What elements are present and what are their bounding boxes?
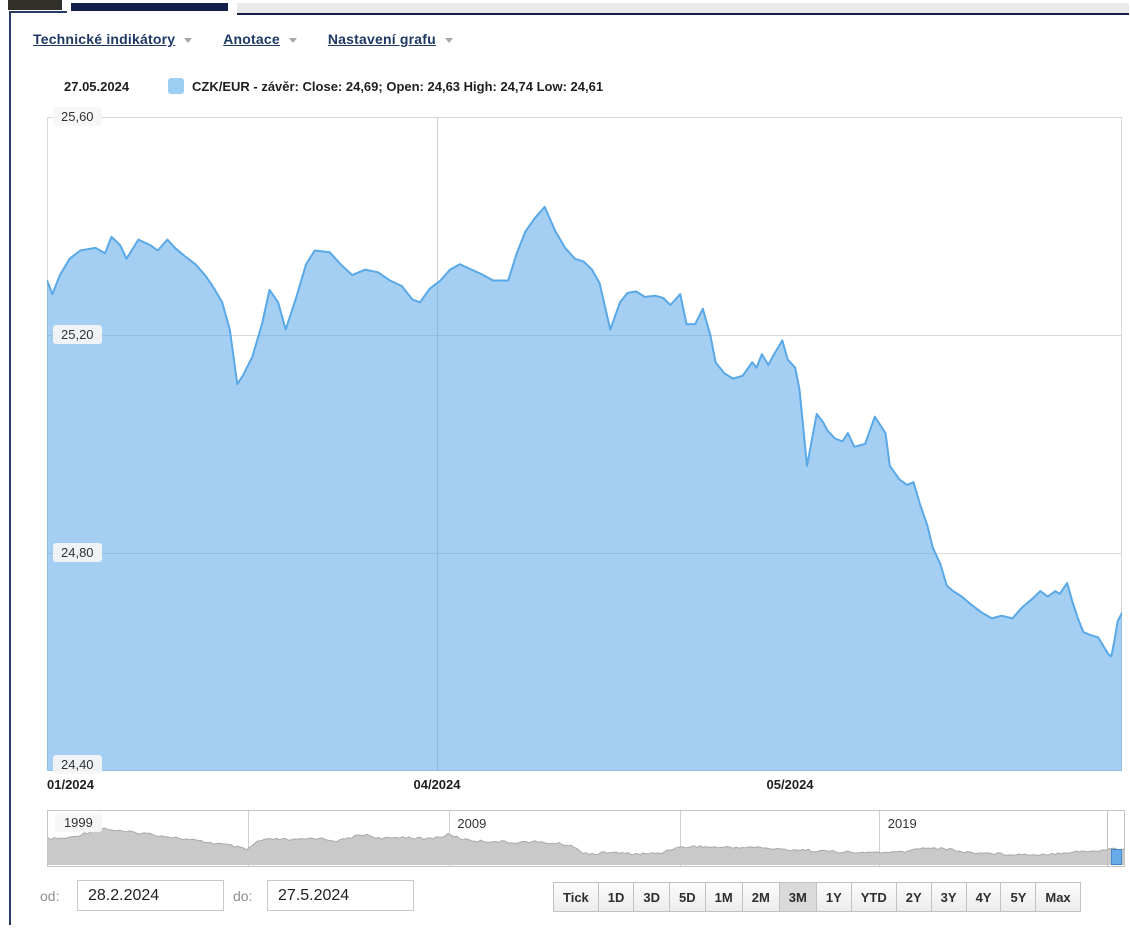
y-axis-label: 24,40 [53,755,102,774]
main-price-chart[interactable] [47,117,1122,771]
to-date-label: do: [233,888,253,904]
menu-annotations[interactable]: Anotace [223,31,297,47]
range-button-max[interactable]: Max [1035,882,1081,912]
x-axis-label: 04/2024 [413,777,461,792]
menu-technical-indicators[interactable]: Technické indikátory [33,31,193,47]
range-button-5y[interactable]: 5Y [1000,882,1037,912]
range-button-2y[interactable]: 2Y [895,882,932,912]
navigator-thumb[interactable] [1111,849,1123,865]
panel-left-border [9,11,11,925]
range-button-ytd[interactable]: YTD [850,882,897,912]
range-button-1m[interactable]: 1M [704,882,743,912]
range-button-5d[interactable]: 5D [669,882,706,912]
chevron-down-icon [184,37,193,43]
menu-chart-settings-label: Nastavení grafu [327,31,436,47]
range-button-1y[interactable]: 1Y [815,882,852,912]
x-axis-label: 01/2024 [47,777,94,792]
to-date-input[interactable] [267,880,414,911]
chevron-down-icon [288,37,297,43]
range-button-3y[interactable]: 3Y [930,882,967,912]
panel-top-border [9,11,67,13]
menu-chart-settings[interactable]: Nastavení grafu [328,31,453,47]
top-tab-dark[interactable] [8,0,62,10]
range-button-tick[interactable]: Tick [553,882,599,912]
chart-toolbar: Technické indikátory Anotace Nastavení g… [33,31,453,47]
range-button-1d[interactable]: 1D [597,882,635,912]
from-date-label: od: [40,888,60,904]
legend-series-label: CZK/EUR - závěr: Close: 24,69; Open: 24,… [192,79,604,94]
chevron-down-icon [444,37,453,43]
range-button-row: Tick 1D 3D 5D 1M 2M 3M 1Y YTD 2Y 3Y 4Y 5Y Max [553,882,1081,912]
navigator-year-label: 2009 [457,816,487,831]
range-button-4y[interactable]: 4Y [965,882,1002,912]
range-button-3m[interactable]: 3M [778,882,817,912]
x-axis-label: 05/2024 [766,777,814,792]
navigator-mini-chart [48,811,1124,866]
legend-date: 27.05.2024 [64,79,130,94]
top-tab-wide[interactable] [237,3,1129,15]
navigator-year-label: 1999 [54,813,102,832]
range-button-3d[interactable]: 3D [633,882,671,912]
series-color-swatch [168,78,184,94]
range-button-2m[interactable]: 2M [741,882,780,912]
navigator-year-label: 2019 [887,816,917,831]
y-axis-label: 25,20 [53,325,102,344]
top-tab-navy[interactable] [71,3,228,11]
y-axis-label: 25,60 [53,107,102,126]
menu-annotations-label: Anotace [223,31,280,47]
from-date-input[interactable] [77,880,224,911]
y-axis-label: 24,80 [53,543,102,562]
menu-technical-indicators-label: Technické indikátory [33,31,176,47]
range-navigator[interactable] [47,810,1125,867]
